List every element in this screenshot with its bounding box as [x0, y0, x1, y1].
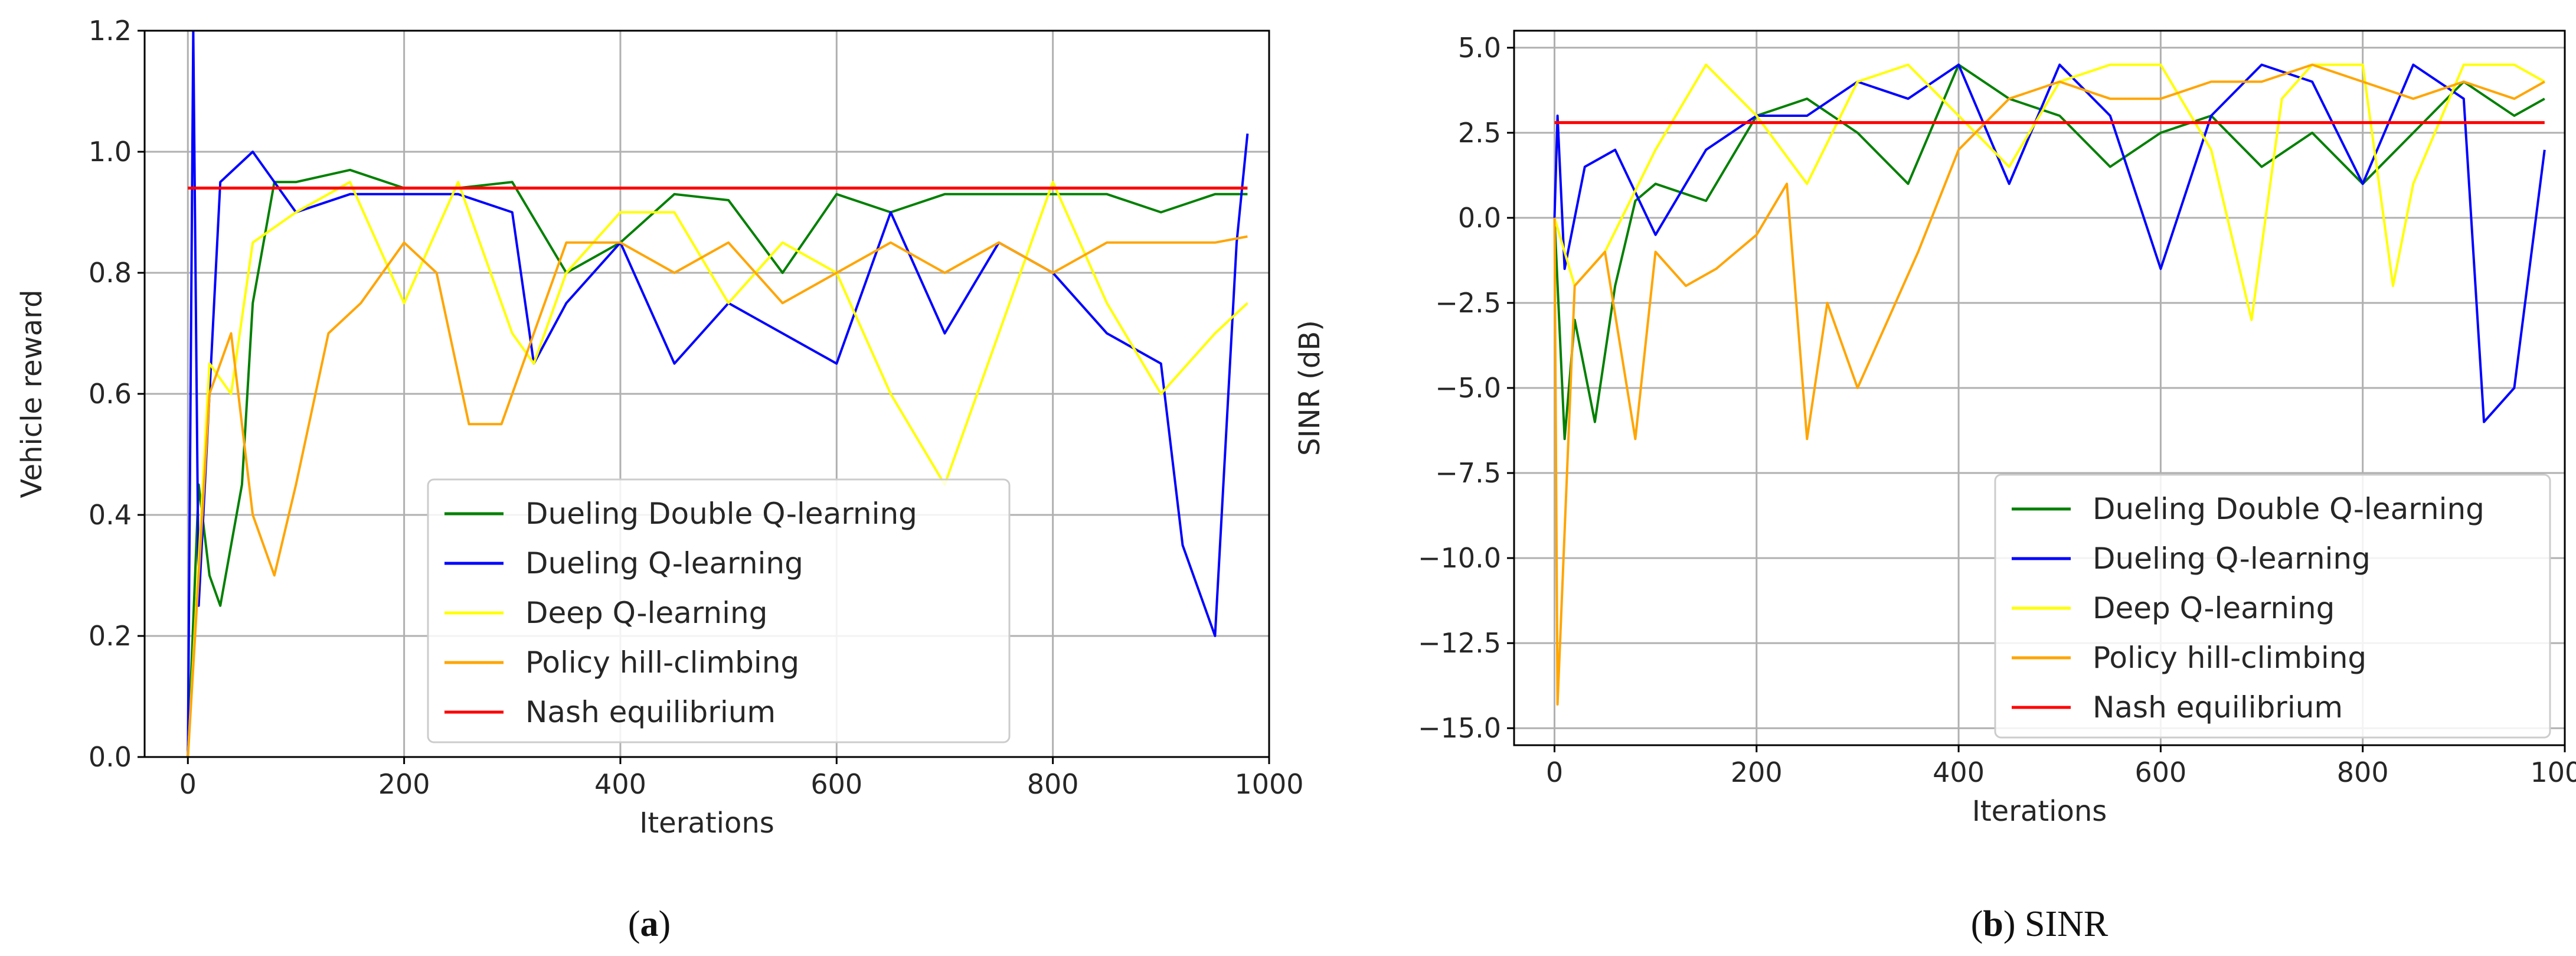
legend: Dueling Double Q-learning Dueling Q-learn… — [1994, 474, 2551, 739]
legend-label: Nash equilibrium — [2093, 690, 2343, 725]
y-tick-label: 0.2 — [89, 620, 132, 652]
series-line-4 — [1553, 63, 2545, 706]
y-tick-label: 1.2 — [89, 15, 132, 47]
series-line-3 — [1553, 63, 2545, 321]
y-tick-label: −10.0 — [1418, 542, 1501, 574]
legend-label: Dueling Q-learning — [2093, 541, 2371, 576]
x-axis-label: Iterations — [639, 807, 774, 840]
legend-label: Deep Q-learning — [525, 596, 767, 630]
y-tick-label: −2.5 — [1435, 287, 1501, 319]
legend-label: Policy hill-climbing — [2093, 641, 2366, 675]
panel-caption: (a) — [628, 904, 671, 944]
x-tick-label: 1000 — [1234, 768, 1303, 800]
x-tick-label: 400 — [594, 768, 646, 800]
legend-box — [427, 478, 1011, 743]
y-axis-label: Vehicle reward — [15, 289, 48, 498]
x-tick-label: 600 — [810, 768, 862, 800]
x-tick-label: 0 — [1546, 756, 1563, 788]
x-tick-label: 400 — [1933, 756, 1985, 788]
y-tick-label: −12.5 — [1418, 627, 1501, 659]
legend-label: Dueling Double Q-learning — [2093, 492, 2485, 526]
y-tick-label: 1.0 — [89, 136, 132, 168]
series-line-3 — [187, 181, 1248, 757]
chart-panel-1: 0 200 400 600 800 1000 0.0 0.2 0.4 0.6 0.8 1.0 1.2 It… — [15, 15, 1304, 944]
x-tick-label: 200 — [378, 768, 430, 800]
legend-label: Dueling Double Q-learning — [525, 497, 917, 531]
x-tick-label: 600 — [2134, 756, 2186, 788]
y-tick-label: 5.0 — [1458, 32, 1501, 64]
legend-label: Deep Q-learning — [2093, 591, 2335, 625]
y-tick-label: −5.0 — [1435, 372, 1501, 404]
y-tick-label: 0.6 — [89, 378, 132, 410]
series-line-4 — [187, 235, 1248, 757]
y-tick-label: −7.5 — [1435, 457, 1501, 489]
legend-box — [1994, 474, 2551, 739]
y-tick-label: 0.4 — [89, 499, 132, 531]
x-tick-label: 200 — [1731, 756, 1783, 788]
chart-panel-2: 0 200 400 600 800 1000 5.0 2.5 0.0 −2.5 −5.0 −7.5 −1… — [1293, 30, 2576, 944]
x-axis-label: Iterations — [1972, 795, 2107, 828]
y-tick-label: 0.0 — [89, 741, 132, 773]
x-tick-label: 0 — [179, 768, 197, 800]
series-line-1 — [1553, 63, 2545, 441]
x-tick-label: 1000 — [2530, 756, 2576, 788]
y-axis-label: SINR (dB) — [1293, 320, 1326, 456]
x-tick-label: 800 — [2337, 756, 2389, 788]
legend: Dueling Double Q-learning Dueling Q-learn… — [427, 478, 1011, 743]
y-tick-label: −15.0 — [1418, 712, 1501, 744]
x-tick-label: 800 — [1027, 768, 1079, 800]
y-tick-label: 0.8 — [89, 257, 132, 289]
legend-label: Nash equilibrium — [525, 695, 776, 729]
y-tick-label: 0.0 — [1458, 202, 1501, 234]
legend-label: Policy hill-climbing — [525, 645, 799, 680]
y-tick-label: 2.5 — [1458, 117, 1501, 149]
series-line-2 — [187, 31, 1249, 757]
series-line-2 — [1553, 63, 2546, 423]
panel-caption: (b) SINR — [1971, 904, 2108, 944]
legend-label: Dueling Q-learning — [525, 546, 803, 580]
